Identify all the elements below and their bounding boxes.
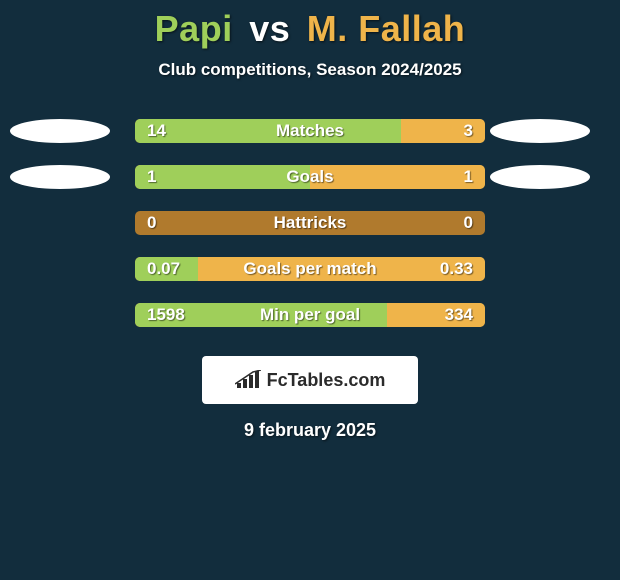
- title-player1: Papi: [155, 8, 233, 49]
- bar-track: 0.07 Goals per match 0.33: [135, 257, 485, 281]
- value-right: 3: [464, 119, 473, 143]
- comparison-infographic: Papi vs M. Fallah Club competitions, Sea…: [0, 0, 620, 441]
- value-right: 0: [464, 211, 473, 235]
- bar-label: Min per goal: [135, 303, 485, 327]
- page-title: Papi vs M. Fallah: [0, 8, 620, 50]
- date-text: 9 february 2025: [0, 420, 620, 441]
- bar-label: Goals per match: [135, 257, 485, 281]
- value-right: 1: [464, 165, 473, 189]
- stat-row: 1 Goals 1: [0, 154, 620, 200]
- bar-chart-icon: [235, 370, 261, 390]
- subtitle: Club competitions, Season 2024/2025: [0, 60, 620, 80]
- stat-row: 0.07 Goals per match 0.33: [0, 246, 620, 292]
- fctables-logo: FcTables.com: [202, 356, 418, 404]
- stat-row: 14 Matches 3: [0, 108, 620, 154]
- bar-track: 1598 Min per goal 334: [135, 303, 485, 327]
- stat-row: 0 Hattricks 0: [0, 200, 620, 246]
- bar-track: 1 Goals 1: [135, 165, 485, 189]
- title-player2: M. Fallah: [307, 8, 466, 49]
- value-right: 0.33: [440, 257, 473, 281]
- value-right: 334: [445, 303, 473, 327]
- logo-text: FcTables.com: [267, 370, 386, 391]
- stat-row: 1598 Min per goal 334: [0, 292, 620, 338]
- bar-track: 0 Hattricks 0: [135, 211, 485, 235]
- bar-label: Matches: [135, 119, 485, 143]
- bar-label: Goals: [135, 165, 485, 189]
- stats-chart: 14 Matches 3 1 Goals 1 0 Hattricks 0: [0, 108, 620, 338]
- bar-label: Hattricks: [135, 211, 485, 235]
- bar-track: 14 Matches 3: [135, 119, 485, 143]
- title-vs: vs: [249, 8, 290, 49]
